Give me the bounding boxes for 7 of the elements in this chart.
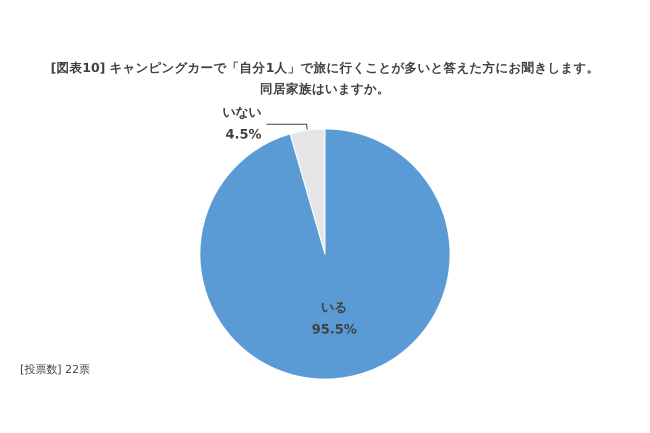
text: [投票数] 22票 xyxy=(20,363,90,376)
slice-label: いない xyxy=(222,106,262,121)
chart-title: [図表10] キャンピングカーで「自分1人」で旅に行くことが多いと答えた方にお聞きします。 xyxy=(50,60,600,75)
chart-subtitle: 同居家族はいますか。 xyxy=(260,81,390,96)
data-label: 4.5% xyxy=(225,128,262,143)
slice-label: いる xyxy=(321,300,348,316)
data-label: 95.5% xyxy=(312,322,357,338)
